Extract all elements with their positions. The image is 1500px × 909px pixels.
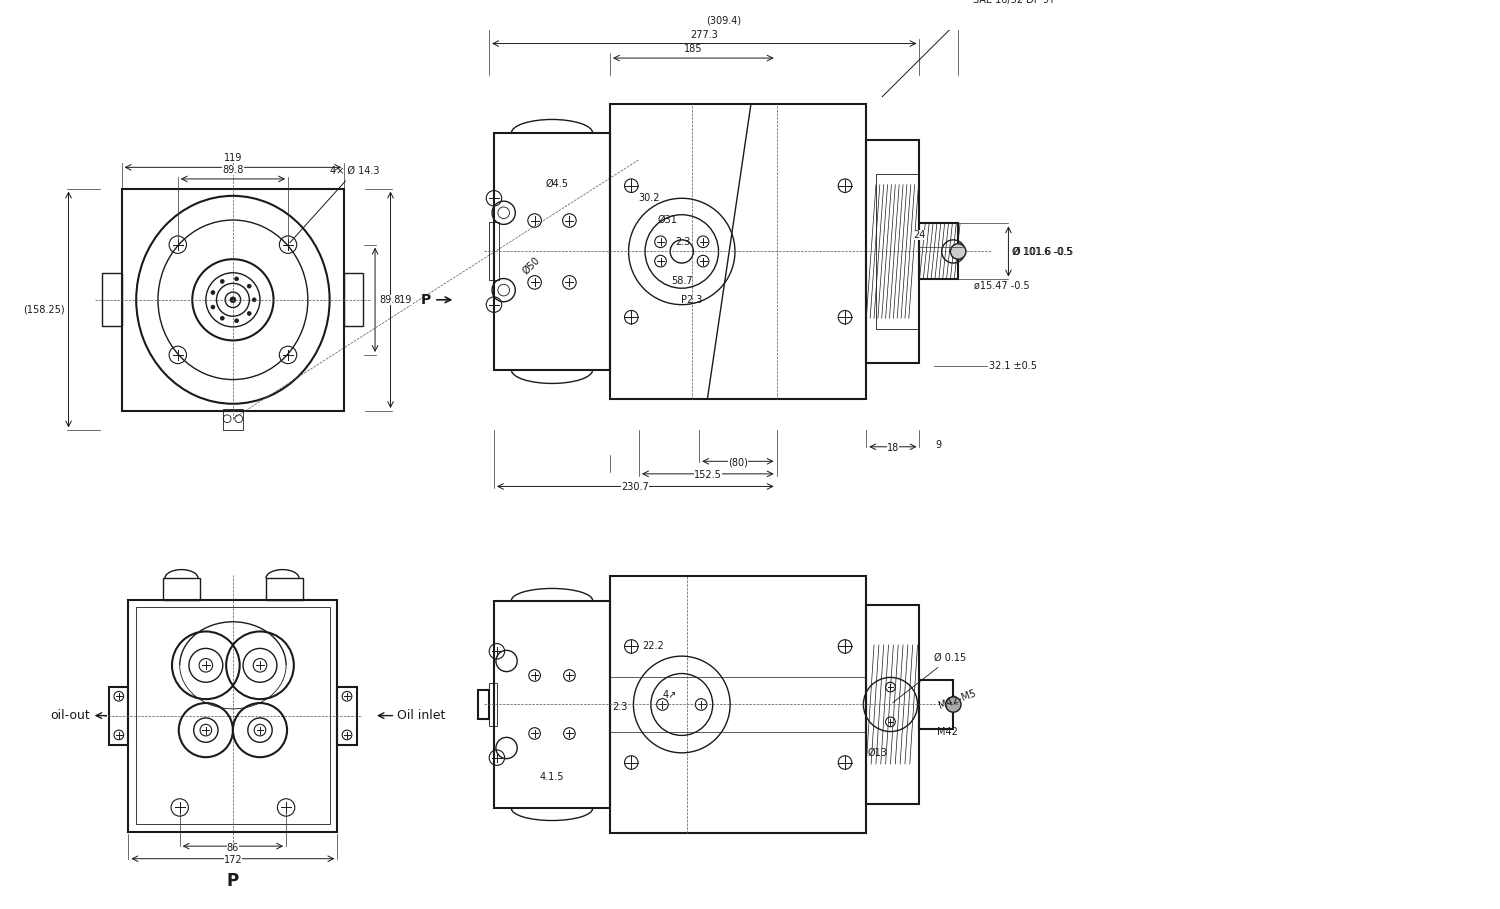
Bar	[477, 690, 489, 719]
Text: (158.25): (158.25)	[22, 305, 64, 315]
Text: 4↗: 4↗	[663, 690, 676, 700]
Text: 172: 172	[224, 855, 242, 865]
Text: Ø 101.6 -0.5: Ø 101.6 -0.5	[1013, 246, 1072, 256]
Bar	[610, 576, 867, 833]
Circle shape	[220, 316, 224, 320]
Text: 18: 18	[886, 443, 898, 453]
Circle shape	[211, 291, 214, 295]
Text: 4.1.5: 4.1.5	[540, 772, 564, 782]
Text: Ø13: Ø13	[868, 748, 888, 758]
Text: M42: M42	[938, 726, 957, 736]
Bar	[494, 601, 610, 808]
Text: 2.3: 2.3	[675, 236, 690, 246]
Text: ø15.47 -0.5: ø15.47 -0.5	[974, 280, 1029, 290]
Text: 185: 185	[684, 45, 702, 55]
Circle shape	[220, 279, 224, 284]
Text: 4× Ø 14.3: 4× Ø 14.3	[290, 166, 380, 243]
Circle shape	[945, 697, 962, 713]
Bar	[920, 680, 954, 729]
Text: oil-out: oil-out	[50, 709, 90, 722]
Circle shape	[230, 297, 236, 303]
Circle shape	[248, 285, 250, 288]
Circle shape	[234, 277, 238, 281]
Text: 230.7: 230.7	[621, 483, 650, 493]
Bar	[338, 686, 357, 744]
Text: Ø 101.6 -0.5: Ø 101.6 -0.5	[1014, 246, 1074, 256]
Text: 58.7: 58.7	[670, 275, 693, 285]
Bar	[164, 578, 200, 600]
Bar	[129, 600, 338, 832]
Bar	[344, 274, 363, 326]
Text: 24: 24	[914, 230, 926, 240]
Text: (309.4): (309.4)	[706, 15, 741, 25]
Circle shape	[234, 319, 238, 323]
Text: 119: 119	[394, 295, 412, 305]
Text: 277.3: 277.3	[690, 30, 718, 40]
Bar	[920, 224, 958, 279]
Text: Ø31: Ø31	[657, 215, 676, 225]
Bar	[122, 188, 344, 411]
Circle shape	[252, 298, 257, 302]
Text: SAE 16/32 DP 9T: SAE 16/32 DP 9T	[972, 0, 1054, 5]
Circle shape	[951, 244, 966, 259]
Text: 89.8: 89.8	[380, 295, 400, 305]
Bar	[266, 578, 303, 600]
Circle shape	[211, 305, 214, 309]
Text: 152.5: 152.5	[694, 470, 721, 480]
Text: M42-M5: M42-M5	[938, 688, 976, 711]
Bar	[867, 605, 919, 804]
Bar	[136, 607, 330, 824]
Bar	[489, 684, 496, 725]
Text: Ø 0.15: Ø 0.15	[892, 653, 966, 703]
Text: 22.2: 22.2	[642, 642, 664, 652]
Bar	[110, 686, 129, 744]
Text: P: P	[226, 873, 238, 890]
Text: Ø50: Ø50	[520, 255, 543, 276]
Text: 2.3: 2.3	[612, 703, 627, 713]
Bar	[494, 133, 610, 370]
Bar	[224, 409, 243, 430]
Bar	[867, 140, 919, 363]
Bar	[610, 104, 867, 399]
Text: (80): (80)	[728, 457, 748, 467]
Text: 89.8: 89.8	[222, 165, 243, 175]
Text: 119: 119	[224, 154, 242, 164]
Text: 30.2: 30.2	[638, 193, 660, 203]
Text: 9: 9	[936, 440, 942, 450]
Text: Ø4.5: Ø4.5	[546, 178, 568, 188]
Circle shape	[248, 312, 250, 315]
Bar	[489, 223, 500, 281]
Text: Oil inlet: Oil inlet	[398, 709, 445, 722]
Text: 86: 86	[226, 843, 238, 853]
Text: 32.1 ±0.5: 32.1 ±0.5	[988, 361, 1036, 371]
Text: P: P	[422, 293, 430, 307]
Bar	[876, 174, 920, 329]
Bar	[102, 274, 122, 326]
Text: P2.3: P2.3	[681, 295, 702, 305]
